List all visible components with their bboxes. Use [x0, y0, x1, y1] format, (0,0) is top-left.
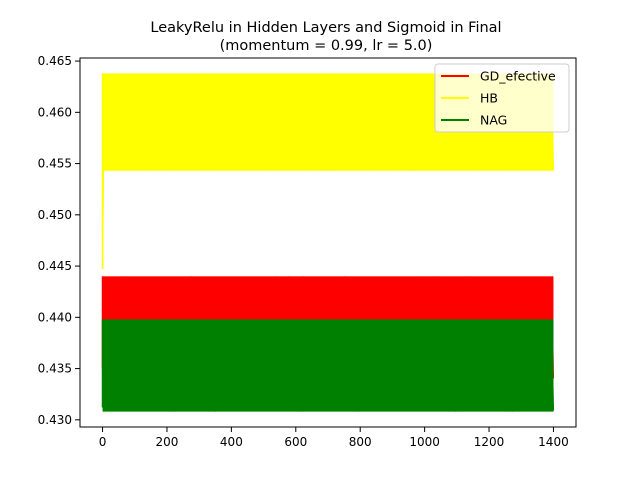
series-nag	[101, 319, 555, 412]
x-tick-label: 800	[349, 435, 372, 449]
chart-subtitle: (momentum = 0.99, lr = 5.0)	[220, 38, 433, 54]
legend-label-gd-efective: GD_efective	[480, 69, 556, 84]
y-tick-label: 0.465	[38, 54, 72, 68]
x-tick-label: 200	[156, 435, 179, 449]
x-axis: 0 200 400 600 800 1000 1200 1400	[99, 427, 569, 449]
axes-frame	[79, 57, 577, 428]
legend: GD_efective HB NAG	[434, 63, 570, 133]
legend-label-hb: HB	[480, 91, 498, 106]
y-tick-label: 0.460	[38, 105, 72, 119]
x-tick-label: 600	[284, 435, 307, 449]
x-tick-label: 400	[220, 435, 243, 449]
y-tick-label: 0.430	[38, 413, 72, 427]
legend-box	[434, 63, 570, 133]
x-tick-label: 0	[99, 435, 107, 449]
x-tick-label: 1400	[538, 435, 569, 449]
y-axis: 0.430 0.435 0.440 0.445 0.450 0.455 0.460 0.465	[38, 54, 80, 427]
x-tick-label: 1200	[474, 435, 505, 449]
y-tick-label: 0.455	[38, 157, 72, 171]
y-tick-label: 0.435	[38, 362, 72, 376]
y-tick-label: 0.445	[38, 259, 72, 273]
x-tick-label: 1000	[409, 435, 440, 449]
y-tick-label: 0.440	[38, 310, 72, 324]
chart-title: LeakyRelu in Hidden Layers and Sigmoid i…	[150, 20, 501, 36]
series-band-nag	[102, 319, 554, 412]
y-tick-label: 0.450	[38, 208, 72, 222]
legend-label-nag: NAG	[480, 113, 507, 128]
